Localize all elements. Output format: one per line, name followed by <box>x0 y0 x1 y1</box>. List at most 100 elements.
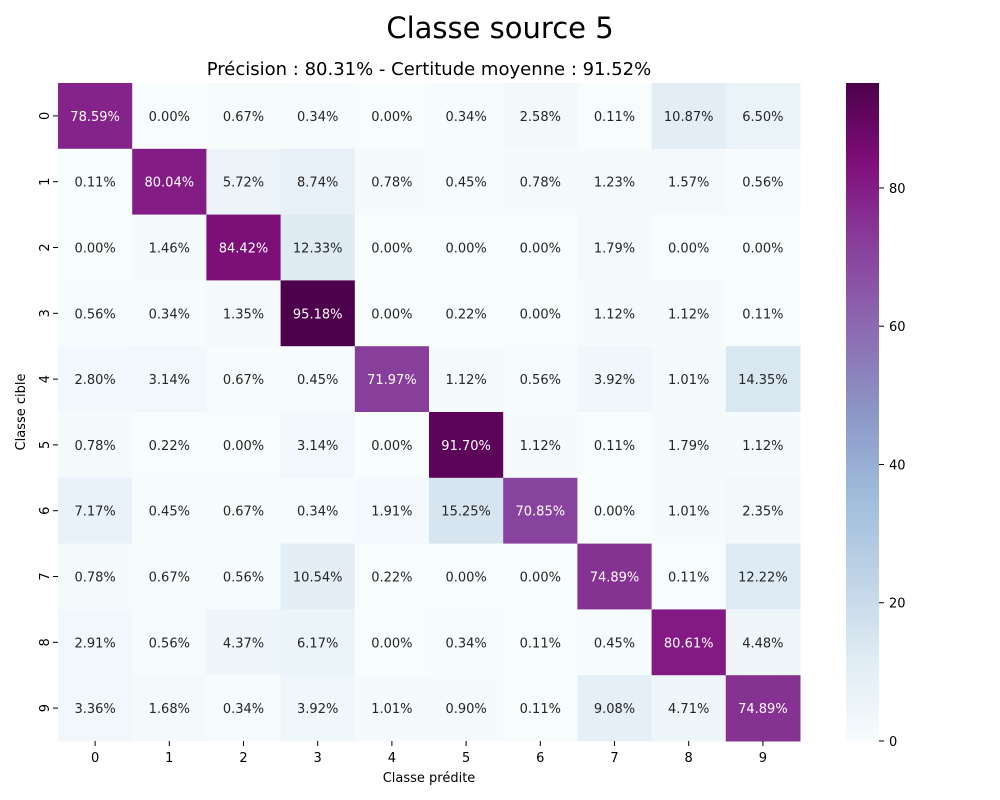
y-tick-label: 2 <box>38 243 53 251</box>
heatmap-cell <box>58 543 133 610</box>
heatmap-cell <box>280 477 356 545</box>
heatmap-cell <box>280 280 356 347</box>
heatmap-cell <box>354 543 430 610</box>
heatmap-cell <box>503 214 578 281</box>
y-tick-label: 7 <box>38 572 53 580</box>
cell-value-label: 3.92% <box>297 702 338 717</box>
cell-value-label: 0.67% <box>223 505 264 520</box>
cell-value-label: 0.78% <box>74 571 115 586</box>
cell-value-label: 70.85% <box>516 505 566 520</box>
y-tick-label: 1 <box>38 178 53 186</box>
cell-value-label: 0.00% <box>371 636 412 651</box>
heatmap-cell <box>725 675 801 742</box>
cell-value-label: 0.34% <box>297 110 338 125</box>
cell-value-label: 5.72% <box>223 176 264 191</box>
heatmap-cell <box>503 412 578 479</box>
heatmap-cell <box>58 148 133 216</box>
cell-value-label: 95.18% <box>293 307 343 322</box>
cell-value-label: 0.56% <box>742 176 783 191</box>
cell-value-label: 0.00% <box>742 242 783 257</box>
cell-value-label: 2.58% <box>520 110 561 125</box>
cell-value-label: 84.42% <box>219 242 269 257</box>
heatmap-cell <box>725 346 801 413</box>
heatmap-cell <box>429 412 504 479</box>
x-tick-label: 6 <box>536 751 544 766</box>
cell-value-label: 0.00% <box>371 110 412 125</box>
heatmap-cell <box>132 148 207 216</box>
heatmap-cell <box>206 543 282 610</box>
colorbar-tick-label: 80 <box>889 182 906 197</box>
heatmap-cell <box>725 83 801 150</box>
colorbar-tick-label: 60 <box>889 320 906 335</box>
cell-value-label: 0.00% <box>371 307 412 322</box>
heatmap-cell <box>280 148 356 216</box>
cell-value-label: 0.11% <box>520 636 561 651</box>
heatmap-cell <box>58 346 133 413</box>
heatmap-cell <box>503 609 578 676</box>
heatmap-cell <box>651 148 727 216</box>
x-tick-label: 9 <box>759 751 767 766</box>
heatmap-cell <box>280 83 356 150</box>
heatmap-cell <box>354 214 430 281</box>
heatmap-cell <box>206 346 282 413</box>
cell-value-label: 0.11% <box>594 110 635 125</box>
cell-value-label: 0.00% <box>520 307 561 322</box>
heatmap-cell <box>58 609 133 676</box>
heatmap-cell <box>651 214 727 281</box>
cell-value-label: 0.00% <box>371 439 412 454</box>
heatmap-cell <box>58 280 133 347</box>
x-tick-label: 1 <box>165 751 173 766</box>
heatmap-cell <box>354 609 430 676</box>
cell-value-label: 1.01% <box>371 702 412 717</box>
cell-value-label: 0.00% <box>594 505 635 520</box>
cell-value-label: 0.00% <box>149 110 190 125</box>
heatmap-cell <box>132 477 207 545</box>
heatmap-cell <box>206 214 282 281</box>
heatmap-cell <box>429 280 504 347</box>
heatmap-cell <box>503 83 578 150</box>
heatmap-cell <box>58 214 133 281</box>
heatmap-cell <box>577 543 653 610</box>
heatmap-cell <box>651 543 727 610</box>
heatmap-cell <box>577 214 653 281</box>
cell-value-label: 3.36% <box>74 702 115 717</box>
heatmap-cell <box>132 543 207 610</box>
x-tick-label: 4 <box>388 751 396 766</box>
y-tick-label: 9 <box>38 704 53 712</box>
cell-value-label: 0.78% <box>371 176 412 191</box>
heatmap-cell <box>503 543 578 610</box>
heatmap-cell <box>725 412 801 479</box>
cell-value-label: 0.67% <box>223 110 264 125</box>
heatmap-cell <box>58 83 133 150</box>
heatmap-cell <box>651 412 727 479</box>
cell-value-label: 0.00% <box>223 439 264 454</box>
heatmap-cell <box>651 477 727 545</box>
heatmap-cell <box>354 477 430 545</box>
heatmap-cell <box>132 346 207 413</box>
cell-value-label: 74.89% <box>590 571 640 586</box>
heatmap-cell <box>577 280 653 347</box>
cell-value-label: 0.34% <box>223 702 264 717</box>
x-axis-ticks: 0 1 2 3 4 5 6 7 8 9 <box>91 741 767 766</box>
cell-value-label: 6.50% <box>742 110 783 125</box>
heatmap-cell <box>725 543 801 610</box>
heatmap-cell <box>503 346 578 413</box>
y-axis-ticks: 0 1 2 3 4 5 6 7 8 9 <box>38 112 58 712</box>
cell-value-label: 0.45% <box>297 373 338 388</box>
cell-value-label: 2.91% <box>74 636 115 651</box>
cell-value-label: 1.23% <box>594 176 635 191</box>
y-tick-label: 5 <box>38 441 53 449</box>
cell-value-label: 3.14% <box>297 439 338 454</box>
cell-value-label: 0.11% <box>594 439 635 454</box>
heatmap-cell <box>429 675 504 742</box>
heatmap-cell <box>354 412 430 479</box>
heatmap-cell <box>503 148 578 216</box>
heatmap-cell <box>429 148 504 216</box>
y-tick-label: 6 <box>38 507 53 515</box>
cell-value-label: 0.00% <box>520 571 561 586</box>
heatmap-cell <box>354 675 430 742</box>
x-tick-label: 7 <box>610 751 618 766</box>
cell-value-label: 0.67% <box>223 373 264 388</box>
cell-value-label: 1.79% <box>594 242 635 257</box>
x-tick-label: 8 <box>685 751 693 766</box>
